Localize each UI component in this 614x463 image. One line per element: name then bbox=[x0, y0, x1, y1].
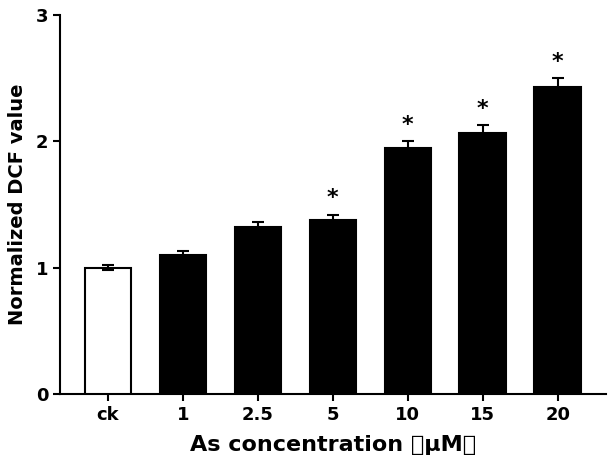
Text: *: * bbox=[477, 99, 489, 119]
Bar bbox=[309, 219, 356, 394]
Text: *: * bbox=[552, 52, 564, 72]
Y-axis label: Normalized DCF value: Normalized DCF value bbox=[9, 84, 28, 325]
Bar bbox=[235, 227, 281, 394]
Text: *: * bbox=[402, 115, 414, 135]
X-axis label: As concentration （μM）: As concentration （μM） bbox=[190, 435, 476, 455]
Text: *: * bbox=[327, 188, 339, 208]
Bar bbox=[160, 255, 206, 394]
Bar bbox=[384, 148, 431, 394]
Bar bbox=[534, 87, 581, 394]
Bar bbox=[459, 132, 506, 394]
Bar bbox=[85, 268, 131, 394]
